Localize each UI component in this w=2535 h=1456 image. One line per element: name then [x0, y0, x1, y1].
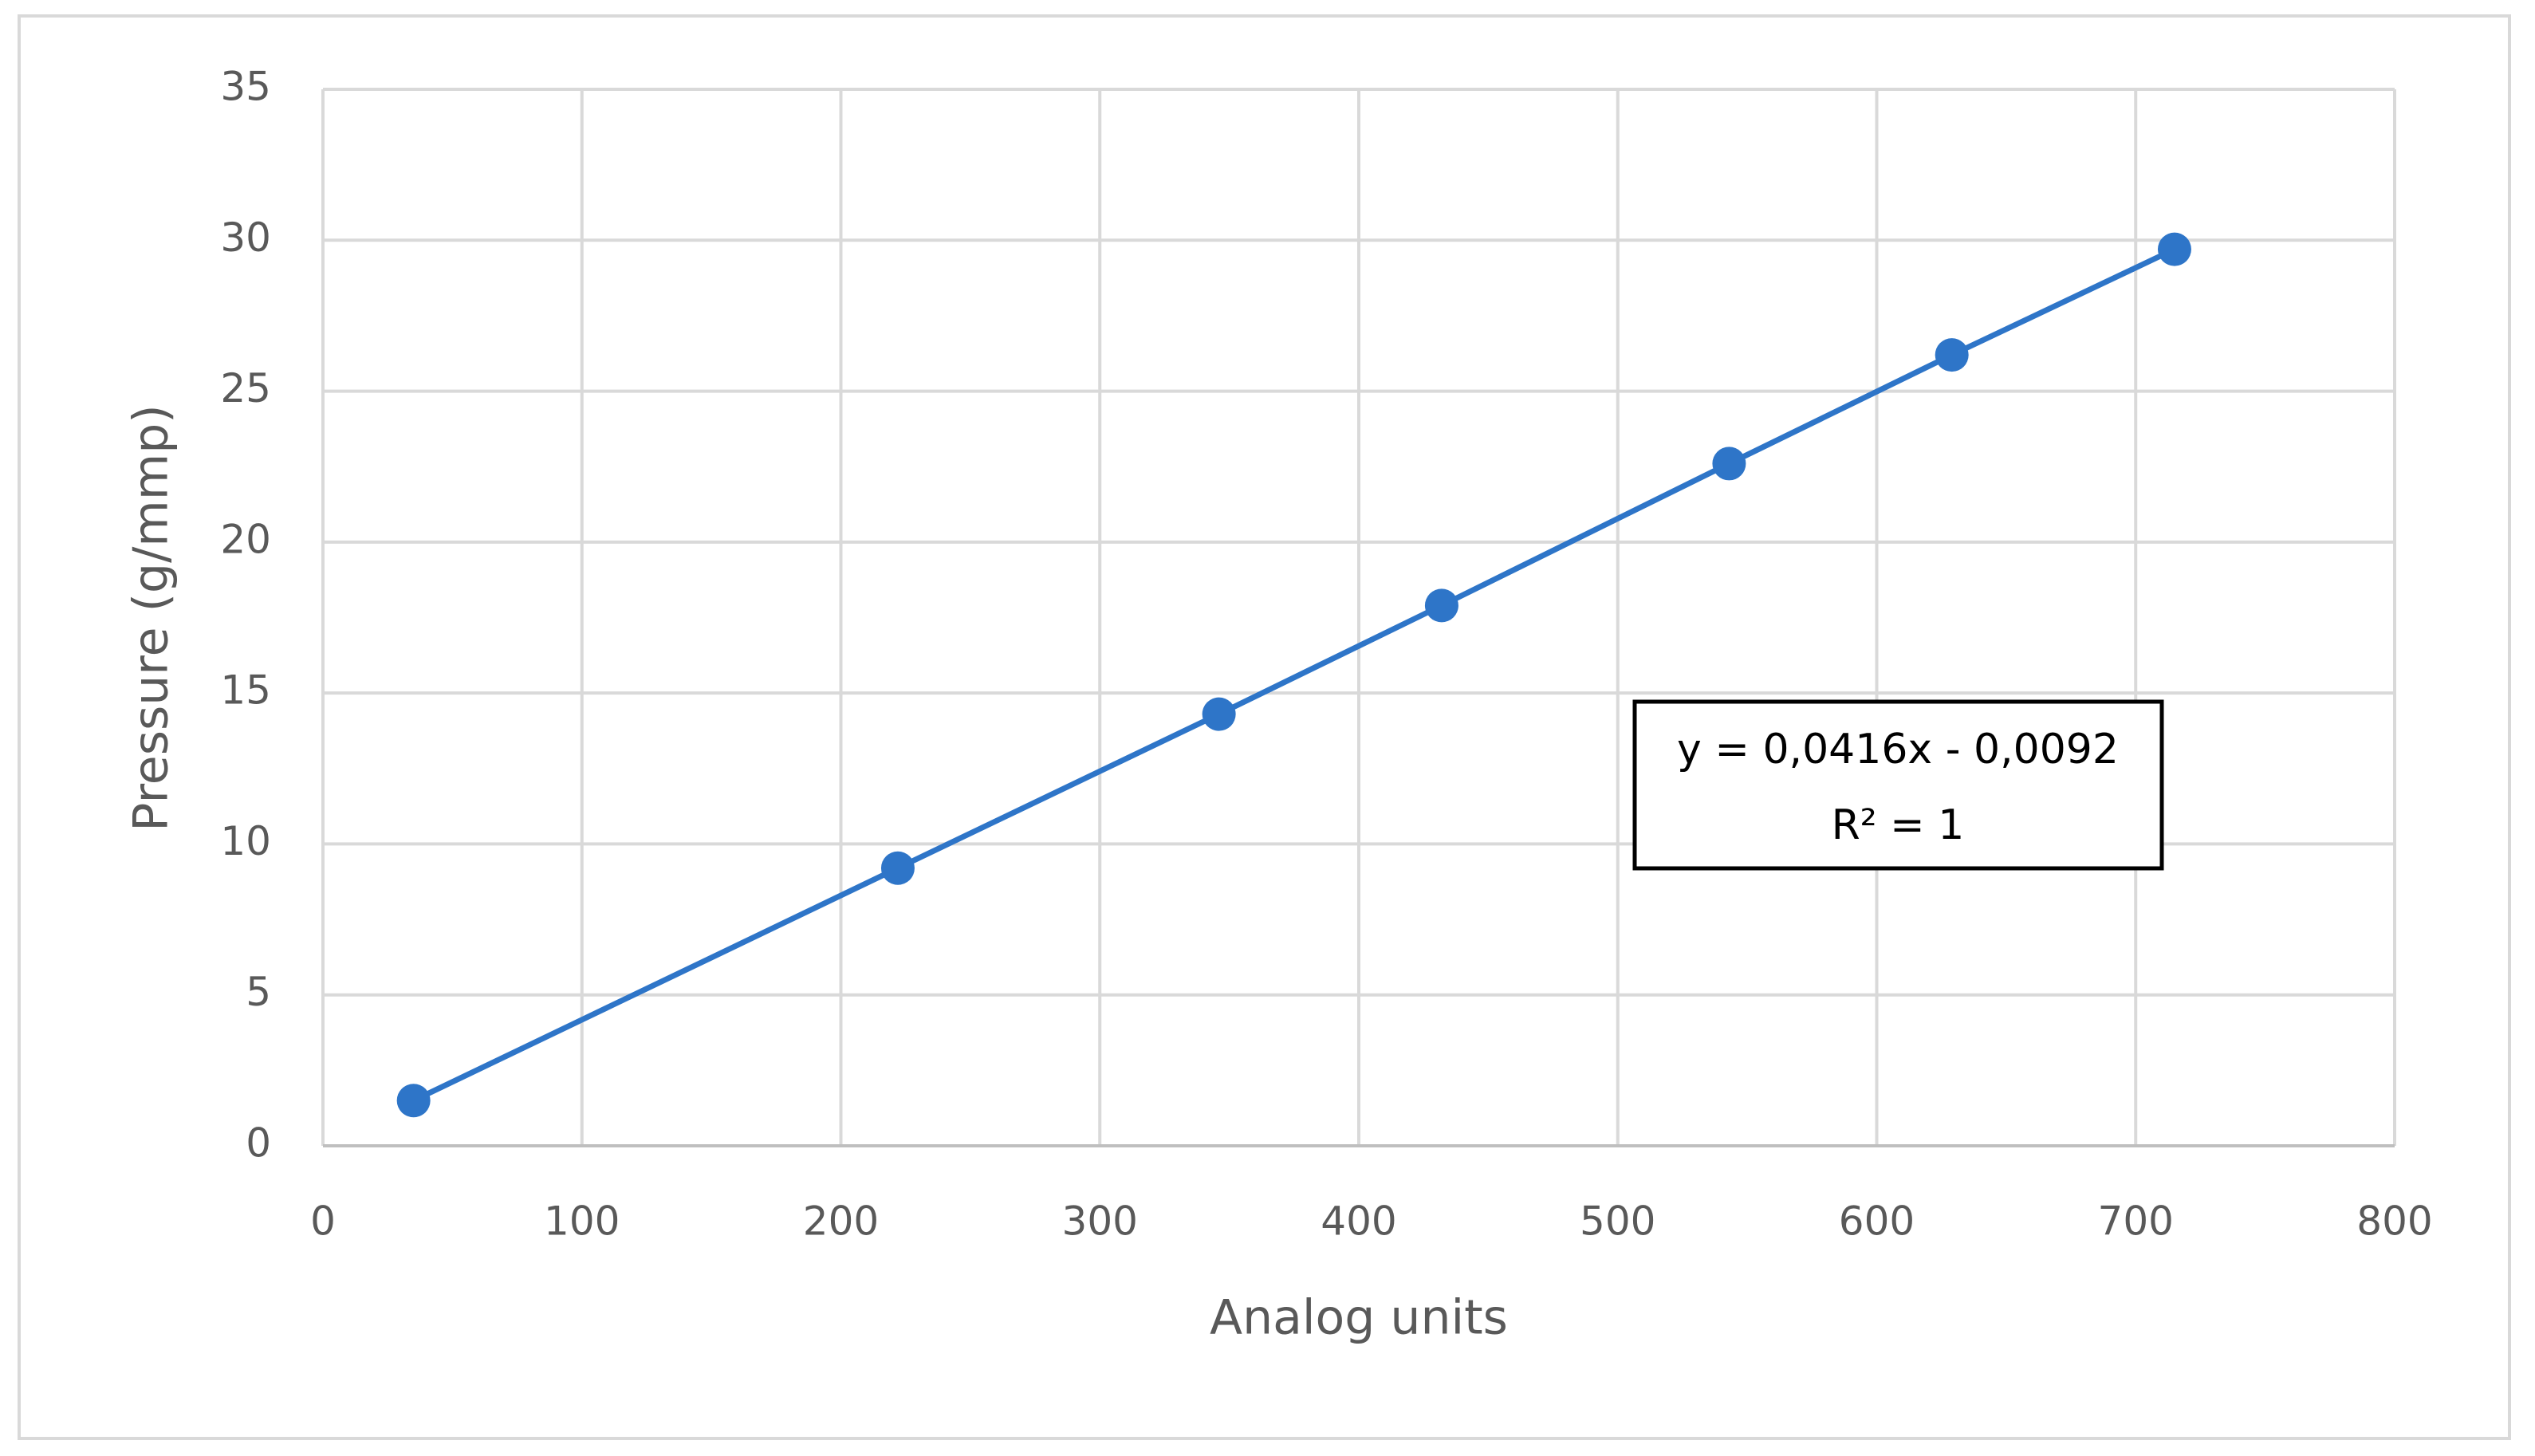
- data-point: [396, 1084, 431, 1118]
- data-point: [880, 851, 915, 885]
- x-tick-label: 100: [544, 1198, 620, 1245]
- x-axis-title: Analog units: [1210, 1290, 1508, 1346]
- x-tick-label: 400: [1321, 1198, 1396, 1245]
- y-tick-label: 10: [220, 818, 271, 864]
- x-tick-label: 0: [310, 1198, 336, 1245]
- trendline-equation: y = 0,0416x - 0,0092: [1677, 726, 2119, 773]
- x-tick-label: 300: [1062, 1198, 1138, 1245]
- y-tick-label: 15: [220, 667, 271, 714]
- y-axis-title: Pressure (g/mmp): [124, 404, 179, 831]
- x-tick-label: 700: [2098, 1198, 2174, 1245]
- equation-box: [1632, 699, 2164, 871]
- y-tick-label: 5: [246, 969, 271, 1015]
- x-tick-label: 200: [803, 1198, 879, 1245]
- data-point: [2157, 232, 2191, 266]
- data-point: [1424, 588, 1458, 623]
- x-tick-label: 800: [2356, 1198, 2432, 1245]
- grid: [321, 88, 2396, 1147]
- x-tick-label: 500: [1580, 1198, 1655, 1245]
- x-tick-label: 600: [1839, 1198, 1915, 1245]
- data-point: [1202, 697, 1236, 731]
- y-tick-label: 35: [220, 64, 271, 110]
- y-tick-label: 0: [246, 1120, 271, 1167]
- y-tick-label: 20: [220, 516, 271, 562]
- y-tick-label: 30: [220, 214, 271, 261]
- y-tick-label: 25: [220, 365, 271, 411]
- data-point: [1712, 447, 1746, 481]
- plot: [396, 232, 2191, 1118]
- r-squared: R² = 1: [1832, 801, 1965, 849]
- data-point: [1935, 338, 1969, 372]
